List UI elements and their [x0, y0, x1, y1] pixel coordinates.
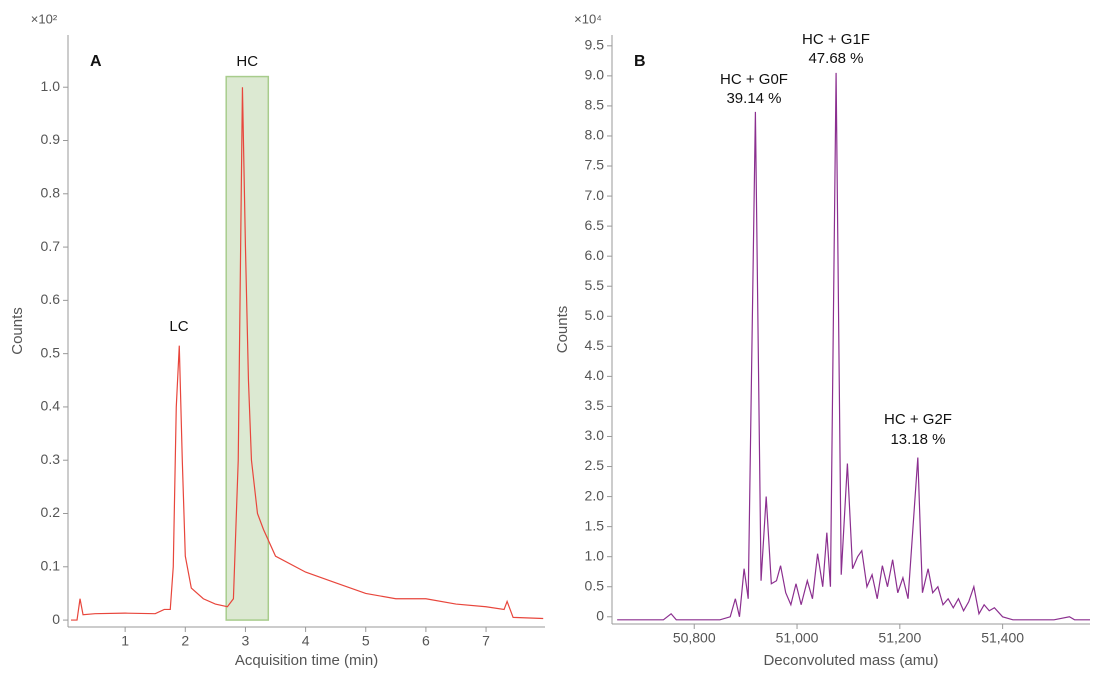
y-tick-label: 0.1 [41, 557, 61, 573]
x-tick-label: 51,000 [776, 630, 819, 646]
y-tick-label: 6.0 [585, 247, 605, 263]
annotation: HC + G0F [720, 71, 788, 88]
y-tick-label: 5.0 [585, 307, 605, 323]
annotation-percent: 39.14 % [726, 90, 781, 107]
y-tick-label: 4.0 [585, 367, 605, 383]
x-tick-label: 1 [121, 633, 129, 649]
y-tick-label: 9.5 [585, 37, 605, 53]
x-tick-label: 50,800 [673, 630, 716, 646]
y-tick-label: 0.5 [41, 344, 61, 360]
x-tick-label: 51,400 [981, 630, 1024, 646]
data-line [71, 87, 544, 621]
y-axis-title: Counts [9, 307, 26, 355]
y-tick-label: 3.5 [585, 397, 605, 413]
panel-label: A [90, 53, 102, 70]
x-tick-label: 51,200 [878, 630, 921, 646]
annotation: HC + G2F [884, 411, 952, 428]
y-tick-label: 7.5 [585, 157, 605, 173]
y-tick-label: 0.4 [41, 398, 61, 414]
y-tick-label: 4.5 [585, 337, 605, 353]
x-tick-label: 5 [362, 633, 370, 649]
annotation: HC + G1F [802, 31, 870, 48]
x-axis-title: Deconvoluted mass (amu) [763, 652, 938, 669]
y-tick-label: 3.0 [585, 427, 605, 443]
data-line [617, 72, 1090, 621]
y-tick-label: 2.0 [585, 487, 605, 503]
y-tick-label: 2.5 [585, 457, 605, 473]
y-axis-title: Counts [554, 306, 571, 354]
y-tick-label: 6.5 [585, 217, 605, 233]
y-tick-label: 0.7 [41, 238, 61, 254]
y-tick-label: 0.3 [41, 451, 61, 467]
x-tick-label: 6 [422, 633, 430, 649]
x-tick-label: 2 [181, 633, 189, 649]
y-tick-label: 0.5 [585, 577, 605, 593]
y-tick-label: 0.6 [41, 291, 61, 307]
annotation-percent: 13.18 % [890, 431, 945, 448]
y-tick-label: 9.0 [585, 67, 605, 83]
y-tick-label: 0.2 [41, 504, 61, 520]
y-tick-label: 0.9 [41, 131, 61, 147]
y-tick-label: 0.8 [41, 184, 61, 200]
y-tick-label: 5.5 [585, 277, 605, 293]
y-multiplier: ×10² [31, 11, 58, 26]
highlight-label: HC [236, 53, 258, 70]
panel-label: B [634, 53, 646, 70]
annotation-percent: 47.68 % [808, 50, 863, 67]
annotation: LC [169, 318, 188, 335]
y-tick-label: 7.0 [585, 187, 605, 203]
x-axis-title: Acquisition time (min) [235, 652, 378, 669]
x-tick-label: 3 [242, 633, 250, 649]
x-tick-label: 7 [482, 633, 490, 649]
y-tick-label: 0 [596, 607, 604, 623]
y-tick-label: 8.0 [585, 127, 605, 143]
y-multiplier: ×10⁴ [574, 11, 602, 26]
y-tick-label: 1.5 [585, 517, 605, 533]
y-tick-label: 0 [52, 611, 60, 627]
y-tick-label: 1.0 [41, 78, 61, 94]
y-tick-label: 1.0 [585, 547, 605, 563]
y-tick-label: 8.5 [585, 97, 605, 113]
x-tick-label: 4 [302, 633, 310, 649]
